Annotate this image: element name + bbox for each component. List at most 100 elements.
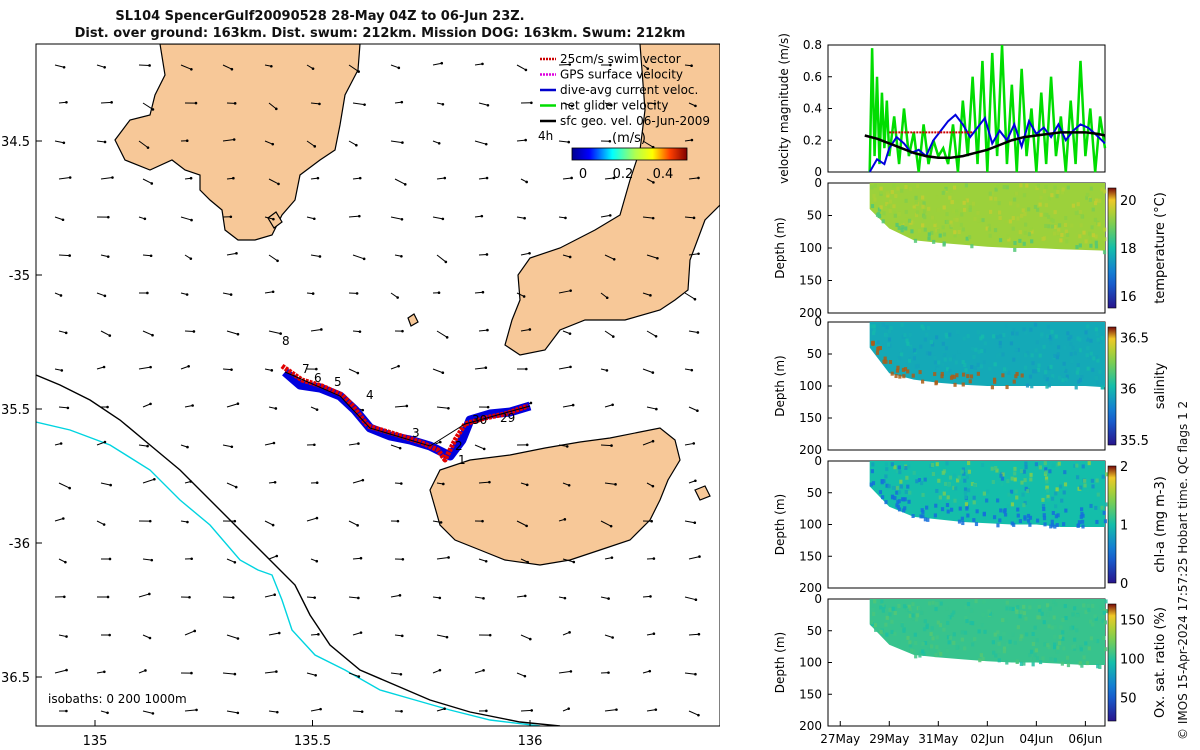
- section-cell: [931, 471, 936, 476]
- velocity-arrow-head: [694, 104, 697, 108]
- section-cell: [1078, 661, 1082, 666]
- velocity-arrow-head: [524, 367, 528, 371]
- velocity-arrow: [646, 330, 657, 337]
- velocity-arrow-head: [279, 332, 282, 335]
- section-cell: [1045, 485, 1049, 490]
- section-cell: [899, 352, 904, 357]
- section-cell: [1037, 363, 1041, 368]
- section-cell: [1036, 183, 1040, 188]
- velocity-arrow: [688, 177, 699, 180]
- velocity-arrow-head: [649, 595, 652, 598]
- section-cell: [1005, 600, 1009, 605]
- velocity-arrow: [348, 520, 358, 526]
- velocity-arrow-head: [319, 707, 322, 711]
- section-cell: [964, 494, 968, 499]
- section-cell: [1075, 628, 1079, 633]
- section-cell: [1102, 610, 1106, 615]
- velocity-arrow-head: [315, 516, 319, 520]
- velocity-arrow: [516, 595, 526, 598]
- section-cell: [1050, 224, 1055, 229]
- section-cell: [1023, 222, 1028, 227]
- section-cell: [1096, 380, 1100, 385]
- section-cell: [1016, 216, 1020, 221]
- section-cell: [1025, 383, 1030, 388]
- section-cell: [1057, 228, 1061, 233]
- section-cell: [1022, 503, 1026, 508]
- velocity-arrow-head: [609, 63, 612, 67]
- velocity-arrow: [642, 216, 654, 219]
- section-colorbar: [1107, 187, 1117, 309]
- section-colorbar-tick: 0: [1120, 577, 1128, 592]
- section-cell: [893, 210, 897, 215]
- velocity-arrow-head: [615, 708, 618, 711]
- velocity-arrow: [142, 710, 154, 714]
- velocity-arrow: [264, 671, 277, 674]
- velocity-arrow-head: [357, 70, 360, 73]
- section-cell: [1016, 625, 1020, 630]
- section-cell: [909, 220, 913, 225]
- velocity-arrow-head: [194, 101, 198, 105]
- section-cell: [1062, 522, 1066, 527]
- velocity-arrow-head: [358, 176, 362, 180]
- section-cell: [1078, 234, 1082, 239]
- velocity-arrow-head: [233, 672, 237, 676]
- section-cell: [942, 205, 946, 210]
- section-cell: [893, 496, 897, 501]
- velocity-arrow: [646, 102, 655, 105]
- velocity-arrow-head: [524, 68, 528, 72]
- surface-velocity-arrows: [54, 61, 701, 717]
- section-cell: [869, 482, 873, 487]
- section-cell: [887, 329, 892, 334]
- section-cell: [929, 340, 933, 345]
- section-cell: [904, 489, 908, 494]
- velocity-arrow-head: [149, 365, 152, 369]
- section-cell: [1046, 324, 1050, 329]
- velocity-arrow: [642, 140, 654, 148]
- section-cell: [897, 640, 901, 645]
- section-cell: [1013, 247, 1017, 252]
- section-colorbar-label: chl-a (mg m-3): [1153, 476, 1168, 573]
- section-cell: [1050, 496, 1055, 501]
- velocity-arrow-head: [569, 670, 573, 673]
- section-cell: [922, 627, 927, 632]
- velocity-arrow: [226, 252, 237, 256]
- section-cell: [915, 613, 919, 618]
- section-cell: [895, 368, 900, 373]
- section-cell: [1029, 472, 1033, 477]
- section-cell: [1006, 235, 1010, 240]
- section-cell: [880, 495, 885, 500]
- section-y-tick-label: 150: [799, 274, 822, 288]
- section-colorbar-tick: 18: [1120, 242, 1137, 257]
- section-cell: [1102, 636, 1106, 641]
- velocity-arrow-head: [270, 64, 273, 68]
- section-cell: [1094, 616, 1098, 621]
- section-cell: [990, 613, 994, 618]
- section-cell: [1086, 488, 1090, 493]
- section-cell: [982, 599, 986, 604]
- velocity-arrow-head: [399, 672, 403, 676]
- section-cell: [893, 611, 897, 616]
- velocity-arrow-head: [400, 100, 404, 104]
- section-cell: [886, 204, 890, 209]
- section-cell: [1078, 337, 1082, 342]
- section-cell: [941, 341, 945, 346]
- section-cell: [897, 465, 901, 470]
- section-cell: [952, 185, 957, 190]
- section-cell: [879, 186, 883, 191]
- section-cell: [966, 374, 970, 379]
- section-cell: [1089, 236, 1093, 241]
- section-cell: [935, 635, 939, 640]
- velocity-arrow: [100, 177, 113, 180]
- velocity-arrow: [684, 596, 697, 601]
- velocity-arrow: [688, 710, 699, 716]
- section-cell: [925, 505, 929, 510]
- velocity-arrow-head: [438, 440, 442, 444]
- velocity-arrow: [436, 634, 448, 638]
- velocity-arrow: [268, 254, 278, 262]
- section-cell: [1045, 603, 1050, 608]
- velocity-arrow-head: [189, 257, 193, 260]
- section-cell: [1070, 359, 1074, 364]
- section-cell: [959, 222, 963, 227]
- section-cell: [948, 195, 952, 200]
